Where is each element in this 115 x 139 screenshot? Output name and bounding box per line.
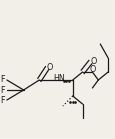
Text: O: O <box>89 65 95 74</box>
Text: F: F <box>0 75 4 84</box>
Text: F: F <box>0 96 4 105</box>
Text: HN: HN <box>53 74 64 83</box>
Text: O: O <box>90 57 96 66</box>
Text: O: O <box>46 63 53 72</box>
Text: F: F <box>0 85 4 95</box>
